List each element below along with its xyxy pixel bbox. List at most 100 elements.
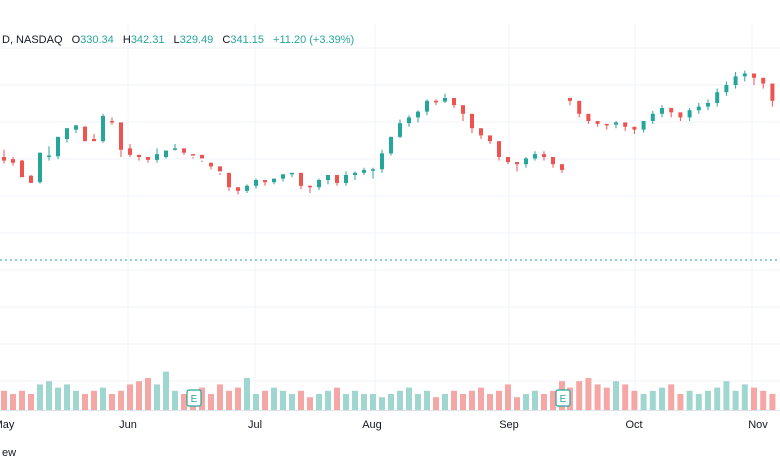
candle-body	[524, 158, 528, 165]
volume-bar	[217, 384, 223, 410]
candle-body	[281, 174, 285, 179]
volume-bar	[208, 394, 214, 410]
candle-body	[92, 139, 96, 142]
candle-body	[236, 187, 240, 191]
volume-bar	[677, 394, 684, 410]
x-tick-label: Nov	[748, 419, 768, 431]
x-tick-label: Jun	[119, 419, 137, 431]
candle-body	[696, 106, 701, 111]
volume-bar	[760, 390, 767, 410]
candle-body	[389, 136, 393, 154]
volume-bar	[262, 390, 268, 410]
candle-body	[56, 136, 60, 157]
candle-body	[317, 180, 321, 188]
candle-body	[733, 76, 738, 85]
earnings-marker	[186, 389, 202, 407]
candle-body	[425, 100, 429, 112]
candle-body	[515, 162, 519, 165]
candle-body	[614, 122, 618, 125]
earnings-marker-label: E	[191, 394, 198, 405]
volume-bars	[1, 371, 776, 410]
volume-bar	[82, 394, 88, 410]
candle-body	[137, 154, 141, 157]
candle-body	[416, 111, 420, 118]
volume-bar	[352, 390, 358, 410]
candles	[2, 70, 775, 195]
volume-bar	[235, 387, 241, 410]
volume-bar	[631, 390, 638, 410]
candle-body	[209, 162, 213, 167]
volume-bar	[379, 397, 385, 410]
candle-body	[706, 103, 710, 107]
candle-body	[632, 126, 637, 130]
candle-body	[577, 100, 582, 114]
volume-bar	[55, 387, 61, 410]
candle-body	[715, 92, 720, 103]
candle-body	[443, 97, 447, 102]
candle-body	[272, 178, 276, 183]
volume-bar	[271, 387, 277, 410]
volume-bar	[280, 390, 286, 410]
candle-body	[38, 152, 42, 183]
candle-body	[470, 113, 474, 129]
volume-bar	[343, 394, 349, 410]
volume-bar	[226, 390, 232, 410]
candle-body	[65, 128, 69, 139]
candle-body	[344, 175, 348, 183]
candle-body	[335, 175, 339, 183]
volume-bar	[505, 384, 511, 410]
volume-bar	[460, 394, 466, 410]
volume-bar	[415, 394, 421, 410]
volume-bar	[37, 384, 43, 410]
candle-body	[542, 154, 546, 157]
candle-body	[290, 172, 294, 175]
volume-bar	[659, 387, 665, 410]
volume-bar	[118, 390, 124, 410]
volume-bar	[478, 387, 484, 410]
candle-body	[604, 123, 609, 126]
volume-bar	[298, 390, 304, 410]
volume-bar	[668, 384, 675, 410]
symbol-label: D, NASDAQ	[2, 34, 63, 46]
candle-body	[407, 117, 411, 124]
volume-bar	[19, 390, 25, 410]
candle-body	[2, 157, 6, 161]
low-label: L	[174, 34, 180, 46]
candle-body	[398, 123, 402, 137]
earnings-marker-label: E	[560, 394, 567, 405]
grid	[0, 24, 780, 410]
volume-bar	[640, 394, 647, 410]
candle-body	[497, 141, 501, 157]
volume-bar	[585, 378, 592, 410]
candle-body	[362, 169, 366, 173]
volume-bar	[686, 390, 693, 410]
volume-bar	[714, 387, 721, 410]
candle-body	[182, 148, 186, 153]
candle-body	[461, 105, 465, 114]
candle-body	[74, 125, 78, 130]
volume-bar	[514, 397, 520, 410]
candle-body	[353, 172, 357, 175]
candle-body	[560, 164, 564, 170]
candle-body	[678, 112, 683, 118]
candle-body	[191, 154, 195, 156]
volume-bar	[307, 397, 313, 410]
candle-body	[434, 100, 438, 103]
volume-bar	[751, 387, 757, 410]
candle-body	[742, 73, 747, 77]
volume-bar	[127, 384, 133, 410]
low-value: 329.49	[180, 34, 214, 46]
candle-body	[146, 157, 150, 160]
volume-bar	[46, 381, 52, 410]
candle-body	[173, 148, 177, 150]
candle-body	[687, 110, 692, 118]
candle-body	[479, 128, 483, 136]
volume-bar	[487, 394, 493, 410]
volume-bar	[370, 394, 376, 410]
candle-body	[660, 108, 664, 114]
volume-bar	[469, 390, 475, 410]
candle-body	[164, 150, 168, 157]
candle-body	[155, 154, 159, 160]
